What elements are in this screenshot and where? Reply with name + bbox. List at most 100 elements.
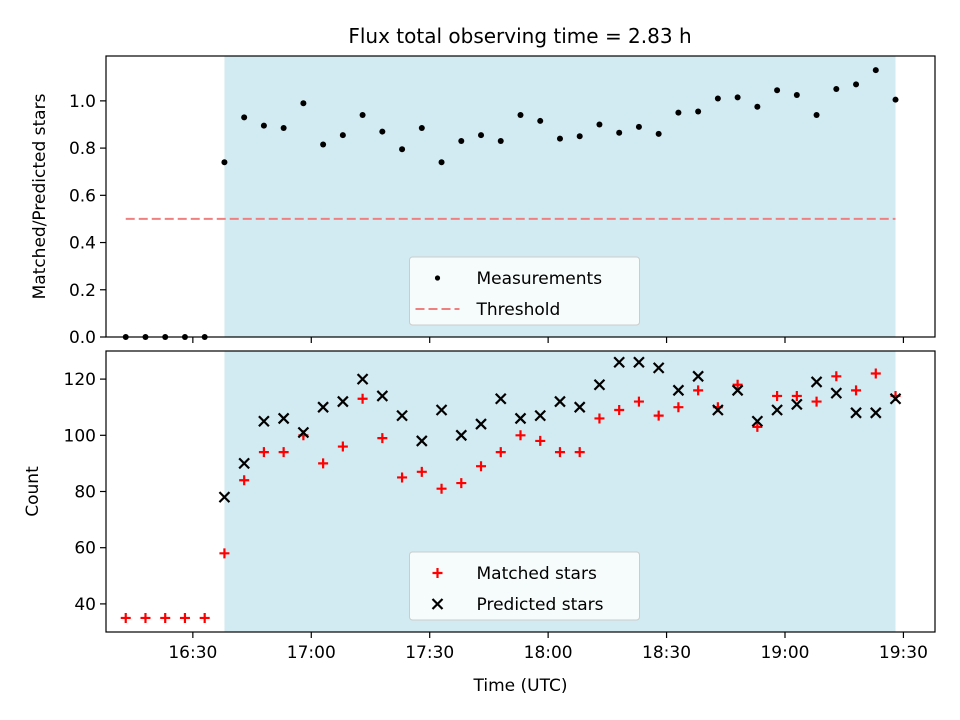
predicted-star-point xyxy=(554,395,566,408)
matched-star-point xyxy=(120,612,131,623)
measurement-point xyxy=(774,87,781,94)
matched-star-point xyxy=(179,612,190,623)
predicted-star-point xyxy=(475,418,487,430)
measurement-point xyxy=(655,130,662,137)
predicted-star-point xyxy=(889,392,902,405)
matched-star-point xyxy=(673,402,684,413)
matched-star-point xyxy=(495,447,506,458)
y-tick-label: 120 xyxy=(64,370,96,390)
predicted-star-point xyxy=(731,384,744,397)
y-tick-label: 40 xyxy=(74,595,96,615)
matched-star-point xyxy=(535,435,546,446)
legend-box xyxy=(409,551,640,621)
measurement-point xyxy=(320,141,327,148)
legend-plus-icon xyxy=(432,568,443,578)
predicted-star-point xyxy=(573,401,586,413)
matched-star-point xyxy=(633,396,644,407)
matched-star-point xyxy=(377,433,388,444)
predicted-star-point xyxy=(810,376,823,388)
matched-star-point xyxy=(278,447,289,458)
chart-title: Flux total observing time = 2.83 h xyxy=(348,24,691,48)
y-tick-label: 0.0 xyxy=(69,328,96,348)
predicted-star-point xyxy=(317,401,329,413)
top-axes-frame xyxy=(105,55,936,338)
y-tick-label: 80 xyxy=(74,483,96,503)
measurement-point xyxy=(418,125,425,132)
matched-star-point xyxy=(239,475,250,486)
top-y-axis-label: Matched/Predicted stars xyxy=(30,93,50,299)
measurement-point xyxy=(379,128,386,135)
matched-star-point xyxy=(199,612,210,623)
bottom-y-ticks: 40 60 80 100 120 xyxy=(64,370,106,615)
measurement-point xyxy=(478,132,485,139)
bottom-panel: 40 60 80 100 120 16:30 17:00 17:30 18:00 18:30 19… xyxy=(23,350,936,696)
measurement-point xyxy=(517,112,524,119)
matched-star-point xyxy=(772,390,783,401)
matched-star-point xyxy=(357,393,368,404)
y-tick-label: 0.2 xyxy=(69,281,96,301)
legend-label: Predicted stars xyxy=(477,595,604,615)
measurement-point xyxy=(616,129,623,136)
x-tick-label: 19:00 xyxy=(760,643,809,663)
predicted-star-point xyxy=(494,392,507,405)
matched-star-point xyxy=(456,478,467,489)
x-tick-label: 16:30 xyxy=(168,643,217,663)
predicted-star-point xyxy=(297,426,310,439)
predicted-star-point xyxy=(435,404,448,416)
matched-star-point xyxy=(732,379,743,390)
measurement-point xyxy=(241,114,248,121)
matched-star-point xyxy=(870,368,881,379)
measurement-point xyxy=(221,159,228,166)
predicted-star-point xyxy=(416,435,428,447)
matched-star-point xyxy=(752,421,763,432)
predicted-star-point xyxy=(356,373,369,385)
measurement-point xyxy=(793,91,800,98)
predicted-star-point xyxy=(870,407,882,419)
predicted-star-point xyxy=(850,407,862,419)
predicted-star-point xyxy=(277,412,290,425)
x-tick-label: 18:30 xyxy=(642,643,691,663)
measurement-point xyxy=(695,108,702,115)
measurement-point xyxy=(359,112,366,119)
predicted-star-point xyxy=(830,387,843,399)
measurement-point xyxy=(280,125,287,132)
y-tick-label: 0.8 xyxy=(69,139,96,159)
measurement-point xyxy=(300,100,307,107)
matched-star-point xyxy=(416,466,427,477)
measurement-point xyxy=(399,146,406,153)
measurement-point xyxy=(438,159,445,166)
measurement-point xyxy=(458,138,465,145)
measurement-point xyxy=(339,132,346,139)
measurement-point xyxy=(596,121,603,128)
matched-star-point xyxy=(811,396,822,407)
legend-box xyxy=(409,256,640,326)
predicted-star-point xyxy=(337,395,349,408)
predicted-star-point xyxy=(672,384,685,397)
predicted-star-point xyxy=(633,356,645,369)
x-tick-label: 17:00 xyxy=(287,643,336,663)
matched-star-point xyxy=(337,441,348,452)
bottom-x-ticks: 16:30 17:00 17:30 18:00 18:30 19:00 19:30 xyxy=(168,632,928,663)
x-tick-label: 18:00 xyxy=(524,643,573,663)
measurement-point xyxy=(754,103,761,110)
legend-x-icon xyxy=(431,598,444,610)
predicted-star-point xyxy=(613,356,625,369)
matched-star-point xyxy=(594,413,605,424)
x-tick-label: 17:30 xyxy=(405,643,454,663)
matched-star-point xyxy=(791,390,802,401)
measurement-point xyxy=(813,112,820,119)
predicted-star-point xyxy=(455,429,468,442)
matched-star-point xyxy=(693,385,704,396)
measurement-point xyxy=(833,86,840,93)
measurement-point xyxy=(892,96,899,103)
y-tick-label: 0.4 xyxy=(69,234,96,254)
matched-star-point xyxy=(554,447,565,458)
matched-star-point xyxy=(851,385,862,396)
measurement-point xyxy=(675,109,682,116)
predicted-star-point xyxy=(218,491,231,503)
predicted-star-point xyxy=(771,404,783,416)
measurement-points xyxy=(122,67,899,340)
measurement-point xyxy=(260,122,267,129)
measurement-point xyxy=(853,81,860,88)
